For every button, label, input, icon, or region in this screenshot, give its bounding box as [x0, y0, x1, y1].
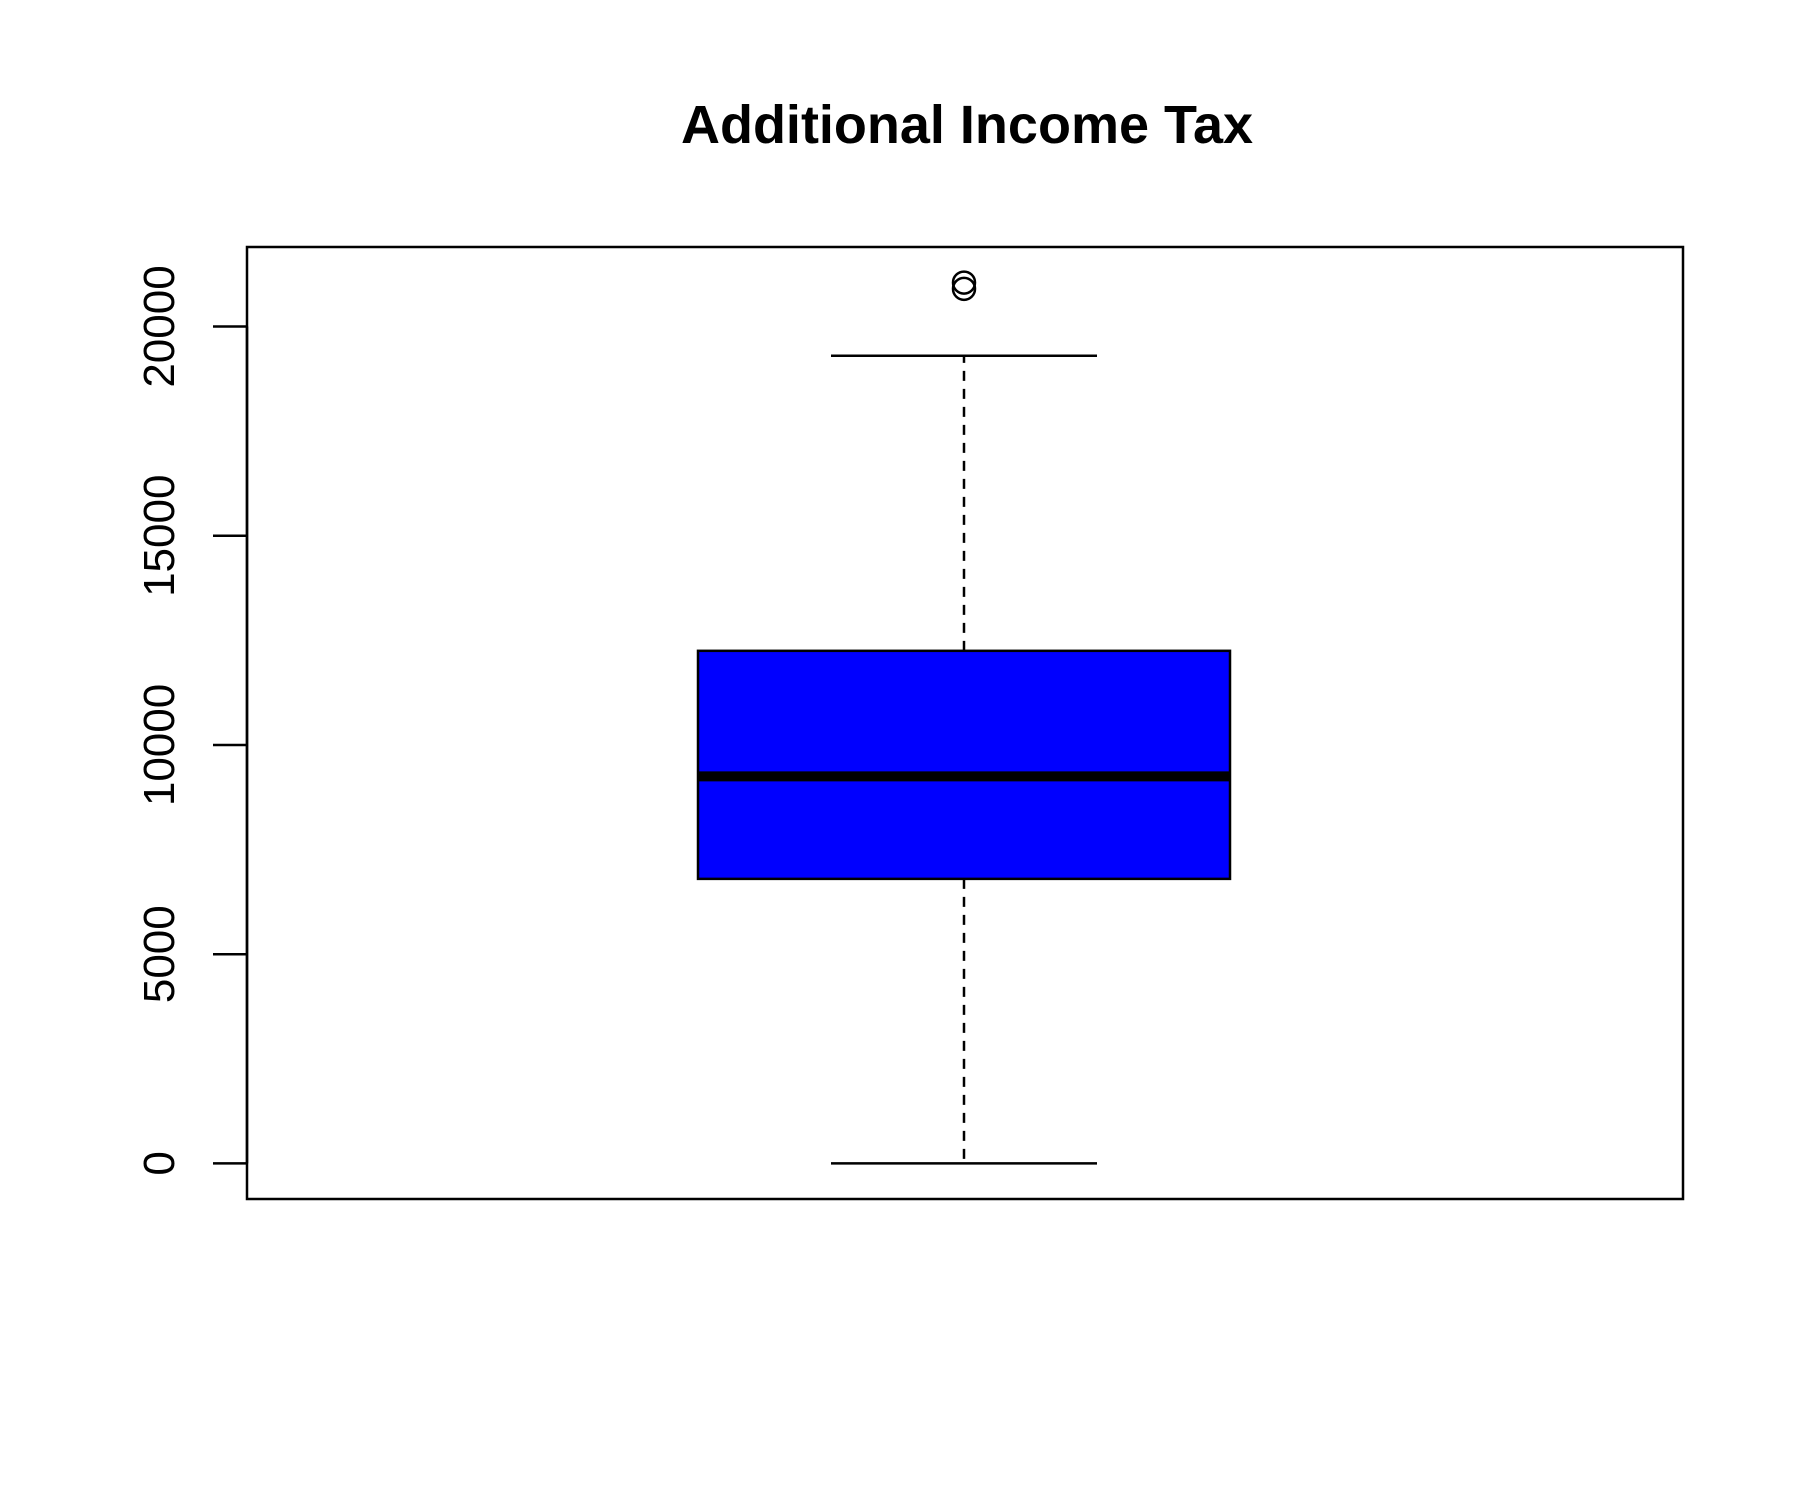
outlier-point [951, 270, 977, 295]
iqr-box [696, 649, 1232, 881]
y-axis: 0 5000 10000 15000 20000 [135, 265, 249, 1176]
y-tick-label: 10000 [135, 684, 184, 806]
y-tick-label: 20000 [135, 265, 184, 387]
outlier-point [951, 276, 977, 302]
y-tick-label: 5000 [135, 905, 184, 1003]
chart-title: Additional Income Tax [681, 95, 1253, 155]
y-tick-label: 15000 [135, 475, 184, 597]
y-tick-label: 0 [135, 1151, 184, 1175]
box-plot [696, 270, 1232, 1165]
